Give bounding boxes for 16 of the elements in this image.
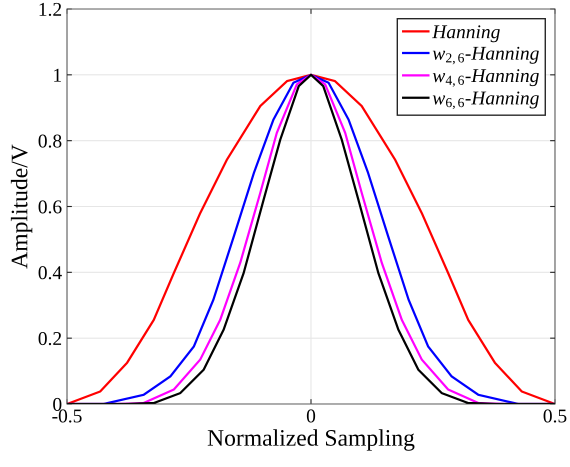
legend-label: w$_{6,6}$-Hanning xyxy=(432,92,539,110)
y-tick-label: 0.2 xyxy=(38,332,62,346)
y-tick-label: 1 xyxy=(54,68,61,82)
legend-label: w$_{4,6}$-Hanning xyxy=(432,69,539,87)
y-tick-label: 1.2 xyxy=(40,2,62,16)
legend-label: w$_{2,6}$-Hanning xyxy=(432,46,539,64)
x-tick-label: -0.5 xyxy=(52,409,82,423)
x-axis-title: Normalized Sampling xyxy=(208,429,414,451)
y-axis-title: Amplitude/V xyxy=(10,144,32,269)
y-tick-label: 0.4 xyxy=(38,266,62,280)
y-tick-label: 0.6 xyxy=(38,200,62,214)
x-tick-label: 0 xyxy=(306,409,316,423)
y-tick-label: 0.8 xyxy=(38,134,62,148)
x-tick-label: 0.5 xyxy=(544,409,566,423)
y-tick-label: 0 xyxy=(53,398,62,411)
legend-label: Hanning xyxy=(432,25,500,42)
